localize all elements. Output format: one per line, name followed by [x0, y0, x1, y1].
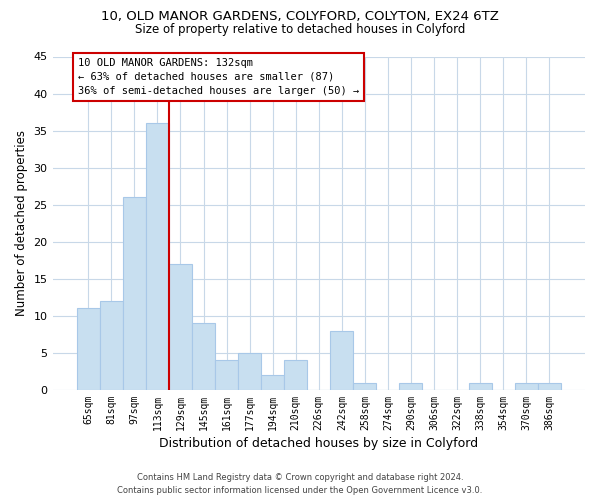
Bar	[330, 330, 353, 390]
Bar	[123, 198, 146, 390]
Bar	[146, 123, 169, 390]
Bar	[400, 382, 422, 390]
Bar	[77, 308, 100, 390]
Bar	[284, 360, 307, 390]
Y-axis label: Number of detached properties: Number of detached properties	[15, 130, 28, 316]
Bar	[515, 382, 538, 390]
Bar	[100, 301, 123, 390]
Bar	[192, 324, 215, 390]
Text: Size of property relative to detached houses in Colyford: Size of property relative to detached ho…	[135, 22, 465, 36]
Bar	[538, 382, 561, 390]
Bar	[238, 353, 261, 390]
Bar	[215, 360, 238, 390]
Bar	[261, 375, 284, 390]
Text: Contains HM Land Registry data © Crown copyright and database right 2024.
Contai: Contains HM Land Registry data © Crown c…	[118, 474, 482, 495]
X-axis label: Distribution of detached houses by size in Colyford: Distribution of detached houses by size …	[159, 437, 478, 450]
Text: 10, OLD MANOR GARDENS, COLYFORD, COLYTON, EX24 6TZ: 10, OLD MANOR GARDENS, COLYFORD, COLYTON…	[101, 10, 499, 23]
Text: 10 OLD MANOR GARDENS: 132sqm
← 63% of detached houses are smaller (87)
36% of se: 10 OLD MANOR GARDENS: 132sqm ← 63% of de…	[78, 58, 359, 96]
Bar	[353, 382, 376, 390]
Bar	[169, 264, 192, 390]
Bar	[469, 382, 491, 390]
